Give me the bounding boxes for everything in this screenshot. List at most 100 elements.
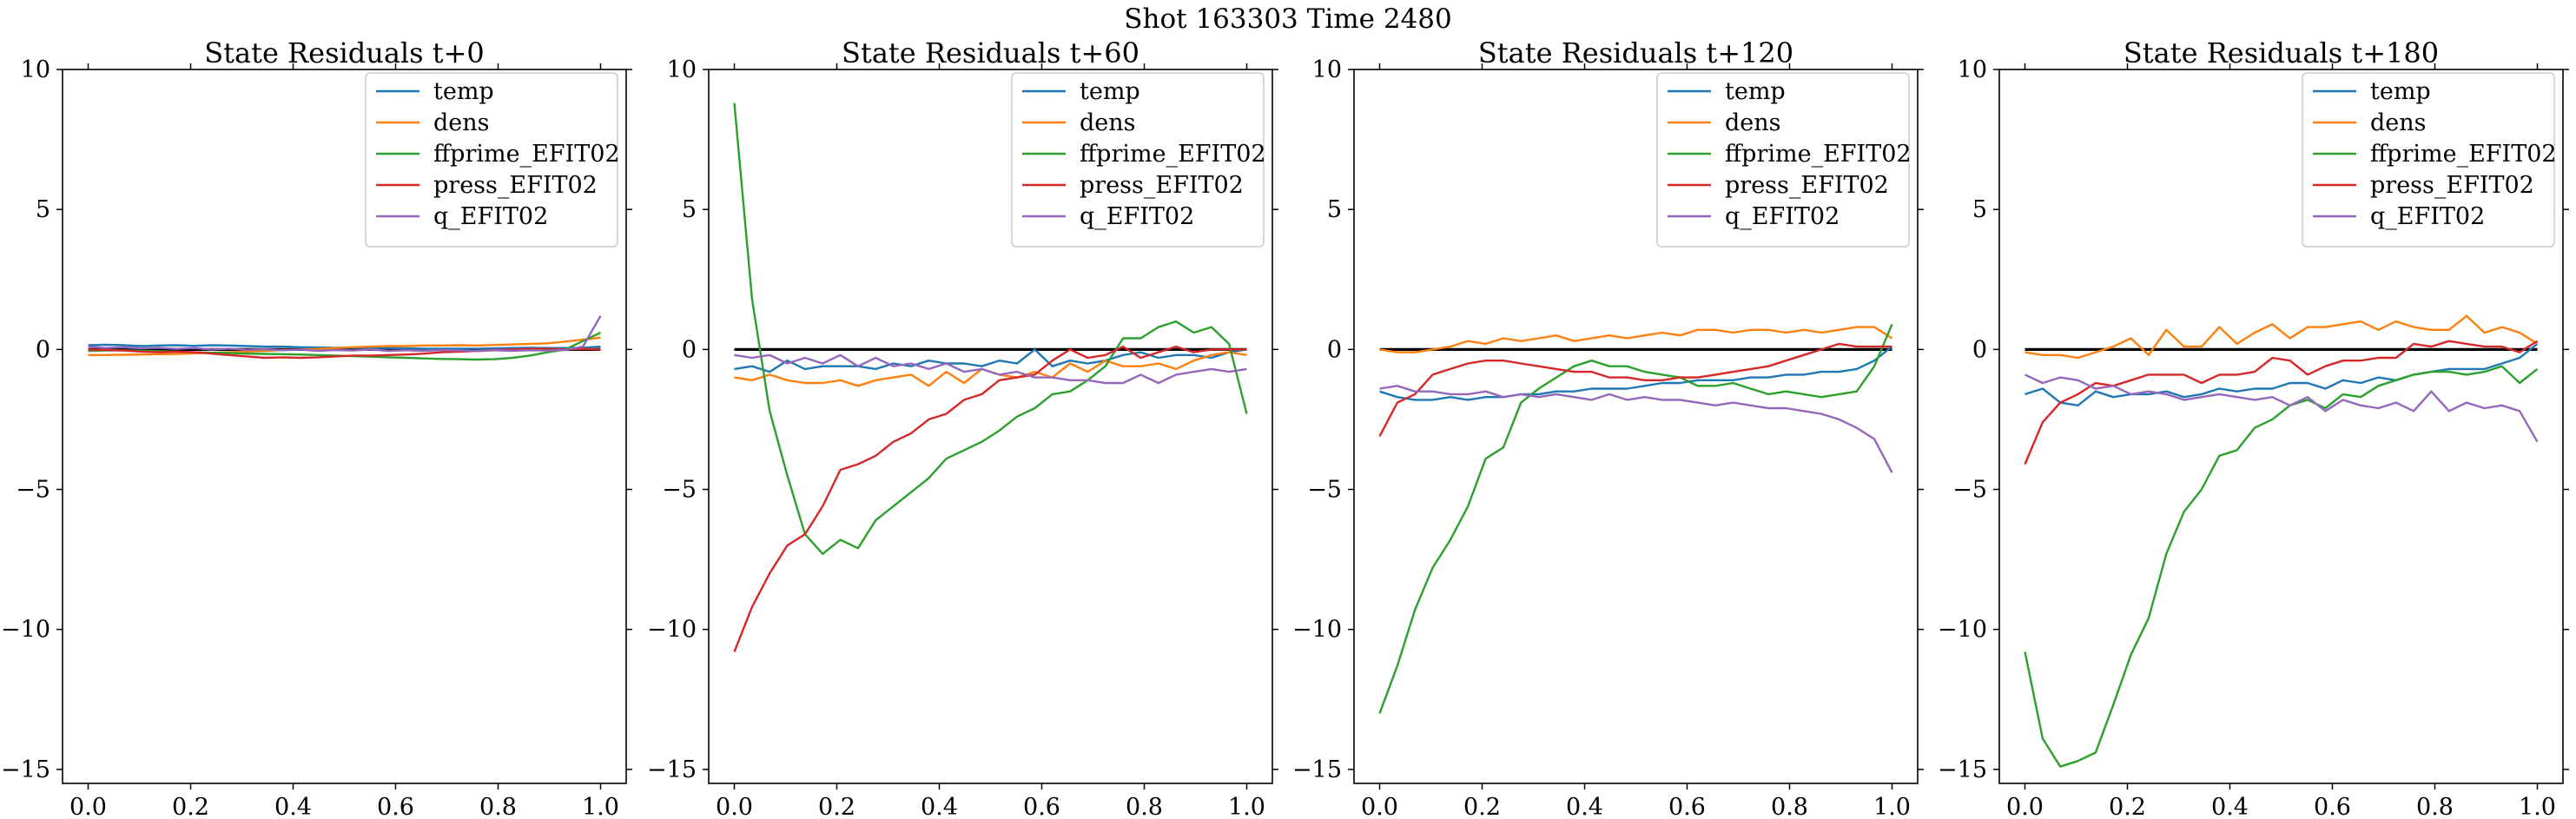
- plot-frame: [62, 69, 627, 784]
- legend-label-ffprime_EFIT02: ffprime_EFIT02: [1725, 141, 1912, 168]
- series-line-q_EFIT02: [1379, 385, 1893, 473]
- plot-frame: [1353, 69, 1919, 784]
- y-tick-label: −5: [1307, 477, 1342, 504]
- x-tick-label: 1.0: [582, 794, 619, 819]
- x-tick-label: 0.8: [1126, 794, 1163, 819]
- y-tick-label: −10: [1938, 617, 1987, 644]
- series-line-temp: [2024, 342, 2539, 406]
- series-line-temp: [1379, 346, 1893, 401]
- x-tick-label: 0.4: [2211, 794, 2249, 819]
- chart-panel-3: State Residuals t+180 0.0 0.2 0.4 0.6 0.8 1.0 1…: [1938, 36, 2569, 819]
- y-tick-label: −15: [647, 756, 697, 783]
- legend-label-press_EFIT02: press_EFIT02: [433, 172, 598, 199]
- x-tick-label: 0.6: [377, 794, 414, 819]
- y-tick-label: −5: [662, 477, 697, 504]
- legend-label-dens: dens: [1080, 109, 1136, 136]
- y-tick-label: −5: [16, 477, 50, 504]
- y-tick-label: 0: [1327, 336, 1342, 363]
- chart-title: State Residuals t+180: [2124, 36, 2439, 69]
- y-tick-label: 10: [1312, 56, 1342, 83]
- series-line-ffprime_EFIT02: [1378, 323, 1893, 714]
- x-tick-label: 0.8: [2416, 794, 2454, 819]
- series-line-q_EFIT02: [734, 353, 1247, 385]
- x-tick-label: 1.0: [2519, 794, 2556, 819]
- y-tick-label: −10: [647, 617, 697, 644]
- chart-panel-0: State Residuals t+0 0.0 0.2 0.4 0.6 0.8 1.0 10 5…: [1, 36, 632, 819]
- x-tick-label: 0.2: [2109, 794, 2146, 819]
- y-tick-label: 10: [21, 56, 50, 83]
- x-tick-label: 0.4: [921, 794, 958, 819]
- chart-title: State Residuals t+120: [1478, 36, 1793, 69]
- series-line-temp: [734, 348, 1247, 373]
- y-tick-label: 10: [1958, 56, 1987, 83]
- x-tick-label: 1.0: [1873, 794, 1911, 819]
- series-line-q_EFIT02: [88, 315, 602, 353]
- legend: temp dens ffprime_EFIT02 press_EFIT02 q_EFIT…: [365, 72, 620, 248]
- x-tick-label: 0.8: [1771, 794, 1808, 819]
- y-tick-label: 5: [1327, 196, 1342, 223]
- x-tick-label: 0.6: [1668, 794, 1706, 819]
- legend-label-q_EFIT02: q_EFIT02: [1725, 203, 1840, 230]
- legend-label-ffprime_EFIT02: ffprime_EFIT02: [433, 141, 620, 168]
- x-tick-label: 0.0: [1361, 794, 1398, 819]
- legend-box: [1656, 72, 1910, 248]
- y-tick-label: −15: [1938, 756, 1987, 783]
- legend-label-temp: temp: [433, 78, 494, 105]
- y-tick-label: −15: [1292, 756, 1342, 783]
- legend-label-temp: temp: [2370, 78, 2431, 105]
- legend-label-ffprime_EFIT02: ffprime_EFIT02: [2370, 141, 2557, 168]
- legend-label-ffprime_EFIT02: ffprime_EFIT02: [1080, 141, 1266, 168]
- series-line-ffprime_EFIT02: [2024, 365, 2539, 768]
- x-tick-label: 0.4: [1566, 794, 1603, 819]
- legend: temp dens ffprime_EFIT02 press_EFIT02 q_EFIT…: [1011, 72, 1266, 248]
- y-tick-label: 0: [682, 336, 697, 363]
- y-tick-label: 5: [36, 196, 50, 223]
- y-tick-label: 0: [36, 336, 50, 363]
- x-tick-label: 0.0: [2006, 794, 2044, 819]
- series-line-dens: [2024, 314, 2539, 360]
- legend-label-q_EFIT02: q_EFIT02: [1080, 203, 1194, 230]
- x-tick-label: 0.0: [716, 794, 753, 819]
- y-tick-label: −10: [1, 617, 50, 644]
- x-tick-label: 1.0: [1228, 794, 1265, 819]
- legend-label-dens: dens: [433, 109, 490, 136]
- legend-label-dens: dens: [1725, 109, 1781, 136]
- legend-box: [2302, 72, 2555, 248]
- plot-frame: [708, 69, 1273, 784]
- chart-title: State Residuals t+60: [842, 36, 1139, 69]
- legend-label-press_EFIT02: press_EFIT02: [1080, 172, 1244, 199]
- x-tick-label: 0.4: [274, 794, 312, 819]
- legend-label-temp: temp: [1080, 78, 1140, 105]
- series-line-press_EFIT02: [1378, 342, 1892, 437]
- y-tick-label: 5: [682, 196, 697, 223]
- x-tick-label: 0.2: [818, 794, 855, 819]
- x-tick-label: 0.2: [1463, 794, 1501, 819]
- y-tick-label: 0: [1972, 336, 1987, 363]
- legend-label-press_EFIT02: press_EFIT02: [2370, 172, 2534, 199]
- chart-panels: State Residuals t+0 0.0 0.2 0.4 0.6 0.8 1.0 10 5…: [1, 36, 2569, 819]
- series-line-q_EFIT02: [2024, 373, 2539, 443]
- y-tick-label: −5: [1952, 477, 1987, 504]
- series-line-ffprime_EFIT02: [733, 102, 1248, 555]
- chart-panel-2: State Residuals t+120 0.0 0.2 0.4 0.6 0.8 1.0 1…: [1292, 36, 1924, 819]
- legend: temp dens ffprime_EFIT02 press_EFIT02 q_EFIT…: [2302, 72, 2557, 248]
- legend-label-press_EFIT02: press_EFIT02: [1725, 172, 1889, 199]
- x-tick-label: 0.8: [479, 794, 517, 819]
- figure-suptitle: Shot 163303 Time 2480: [1124, 3, 1451, 35]
- legend-box: [1011, 72, 1265, 248]
- chart-title: State Residuals t+0: [204, 36, 485, 69]
- series-line-press_EFIT02: [2024, 340, 2539, 465]
- x-tick-label: 0.6: [1023, 794, 1060, 819]
- x-tick-label: 0.2: [172, 794, 209, 819]
- y-tick-label: −10: [1292, 617, 1342, 644]
- series-line-dens: [88, 336, 601, 356]
- y-tick-label: 10: [667, 56, 697, 83]
- series-line-press_EFIT02: [733, 345, 1247, 652]
- legend-label-temp: temp: [1725, 78, 1786, 105]
- x-tick-label: 0.6: [2314, 794, 2351, 819]
- plot-frame: [1998, 69, 2564, 784]
- series-line-press_EFIT02: [88, 347, 601, 360]
- legend-label-dens: dens: [2370, 109, 2427, 136]
- legend: temp dens ffprime_EFIT02 press_EFIT02 q_EFIT…: [1656, 72, 1912, 248]
